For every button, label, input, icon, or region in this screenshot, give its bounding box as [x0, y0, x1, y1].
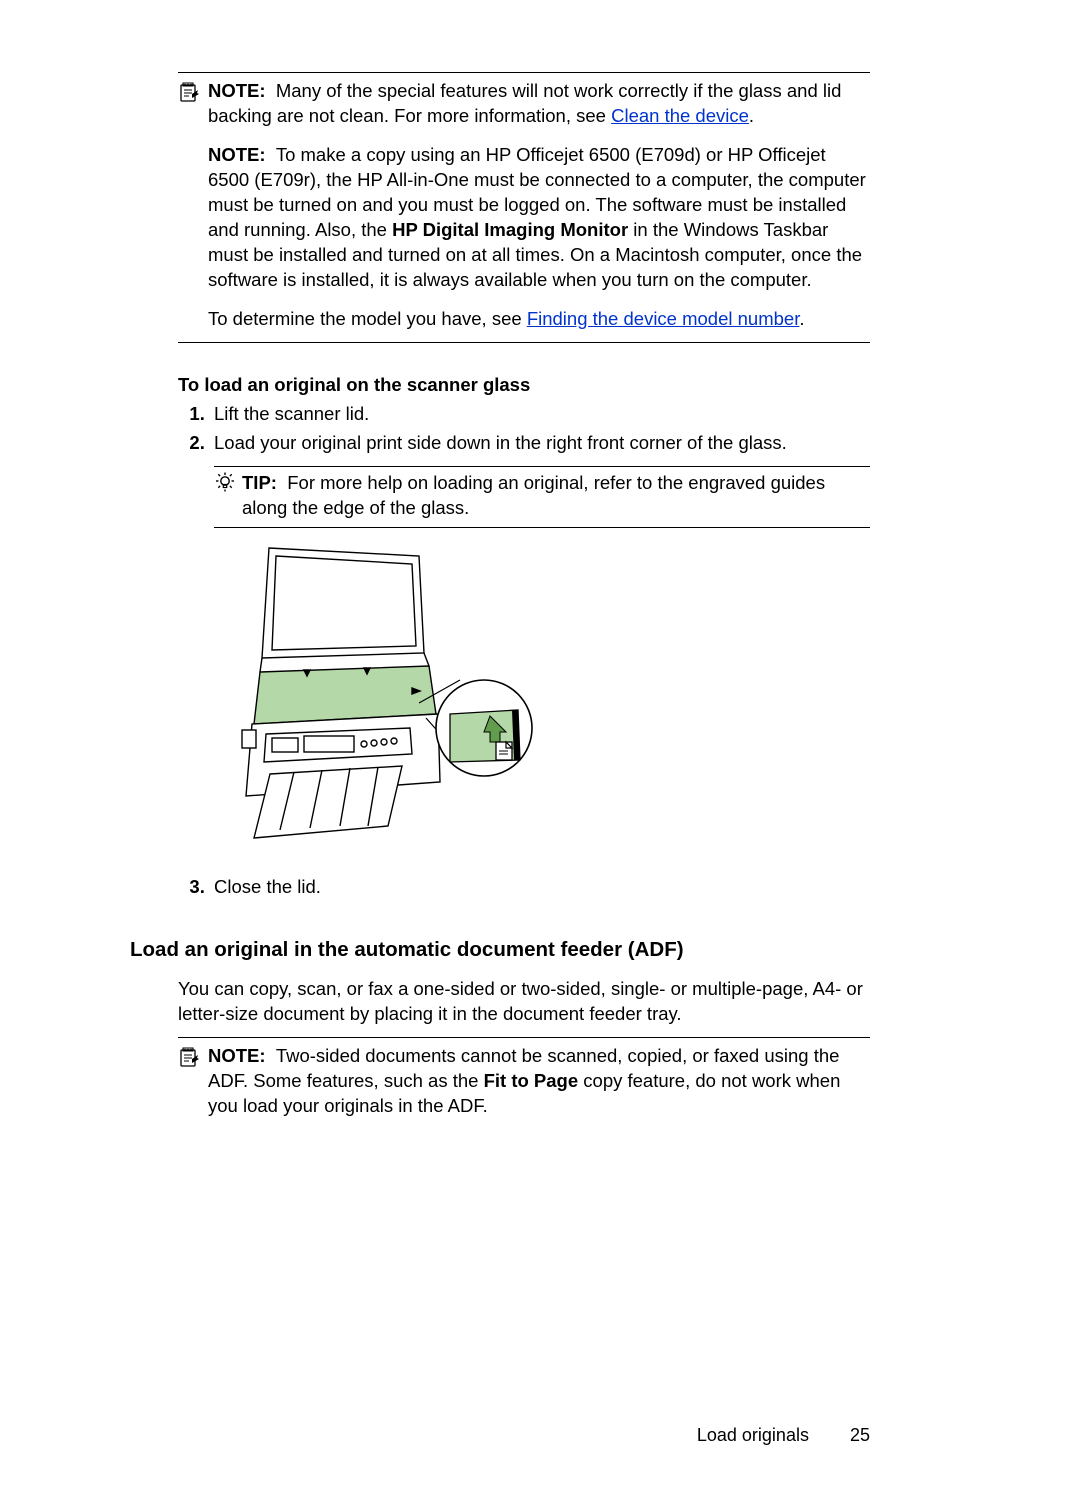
bold-text: HP Digital Imaging Monitor: [392, 219, 628, 240]
note-paragraph-3: To determine the model you have, see Fin…: [208, 307, 870, 332]
step-2: Load your original print side down in th…: [210, 431, 870, 865]
section-heading-adf: Load an original in the automatic docume…: [130, 936, 870, 964]
step-3: Close the lid.: [210, 875, 870, 900]
note-text-end: .: [749, 105, 754, 126]
note-paragraph-2: NOTE: To make a copy using an HP Officej…: [208, 143, 870, 293]
tip-box: TIP: For more help on loading an origina…: [214, 466, 870, 528]
printer-illustration: [214, 538, 870, 865]
adf-paragraph: You can copy, scan, or fax a one-sided o…: [178, 977, 870, 1027]
link-clean-device[interactable]: Clean the device: [611, 105, 749, 126]
link-model-number[interactable]: Finding the device model number: [527, 308, 800, 329]
note-paragraph-adf: NOTE: Two-sided documents cannot be scan…: [208, 1044, 870, 1119]
document-page: NOTE: Many of the special features will …: [0, 0, 1080, 1495]
note-label: NOTE:: [208, 144, 266, 165]
note-text-end: .: [799, 308, 804, 329]
note-box-adf: NOTE: Two-sided documents cannot be scan…: [178, 1037, 870, 1129]
step-1: Lift the scanner lid.: [210, 402, 870, 427]
note-text: To determine the model you have, see: [208, 308, 527, 329]
note-icon: [178, 81, 200, 110]
note-box: NOTE: Many of the special features will …: [178, 72, 870, 343]
bold-text: Fit to Page: [484, 1070, 579, 1091]
tip-icon: [214, 476, 236, 497]
step-text: Lift the scanner lid.: [214, 403, 369, 424]
step-text: Close the lid.: [214, 876, 321, 897]
section-heading-scanner-glass: To load an original on the scanner glass: [178, 373, 870, 398]
tip-label: TIP:: [242, 472, 277, 493]
steps-list: Lift the scanner lid. Load your original…: [178, 402, 870, 900]
tip-text: For more help on loading an original, re…: [242, 472, 825, 518]
footer-page-number: 25: [850, 1425, 870, 1445]
note-label: NOTE:: [208, 1045, 266, 1066]
note-icon: [178, 1046, 200, 1075]
step-text: Load your original print side down in th…: [214, 432, 787, 453]
note-label: NOTE:: [208, 80, 266, 101]
note-paragraph-1: NOTE: Many of the special features will …: [208, 79, 870, 129]
page-footer: Load originals 25: [697, 1423, 870, 1447]
footer-section: Load originals: [697, 1425, 809, 1445]
